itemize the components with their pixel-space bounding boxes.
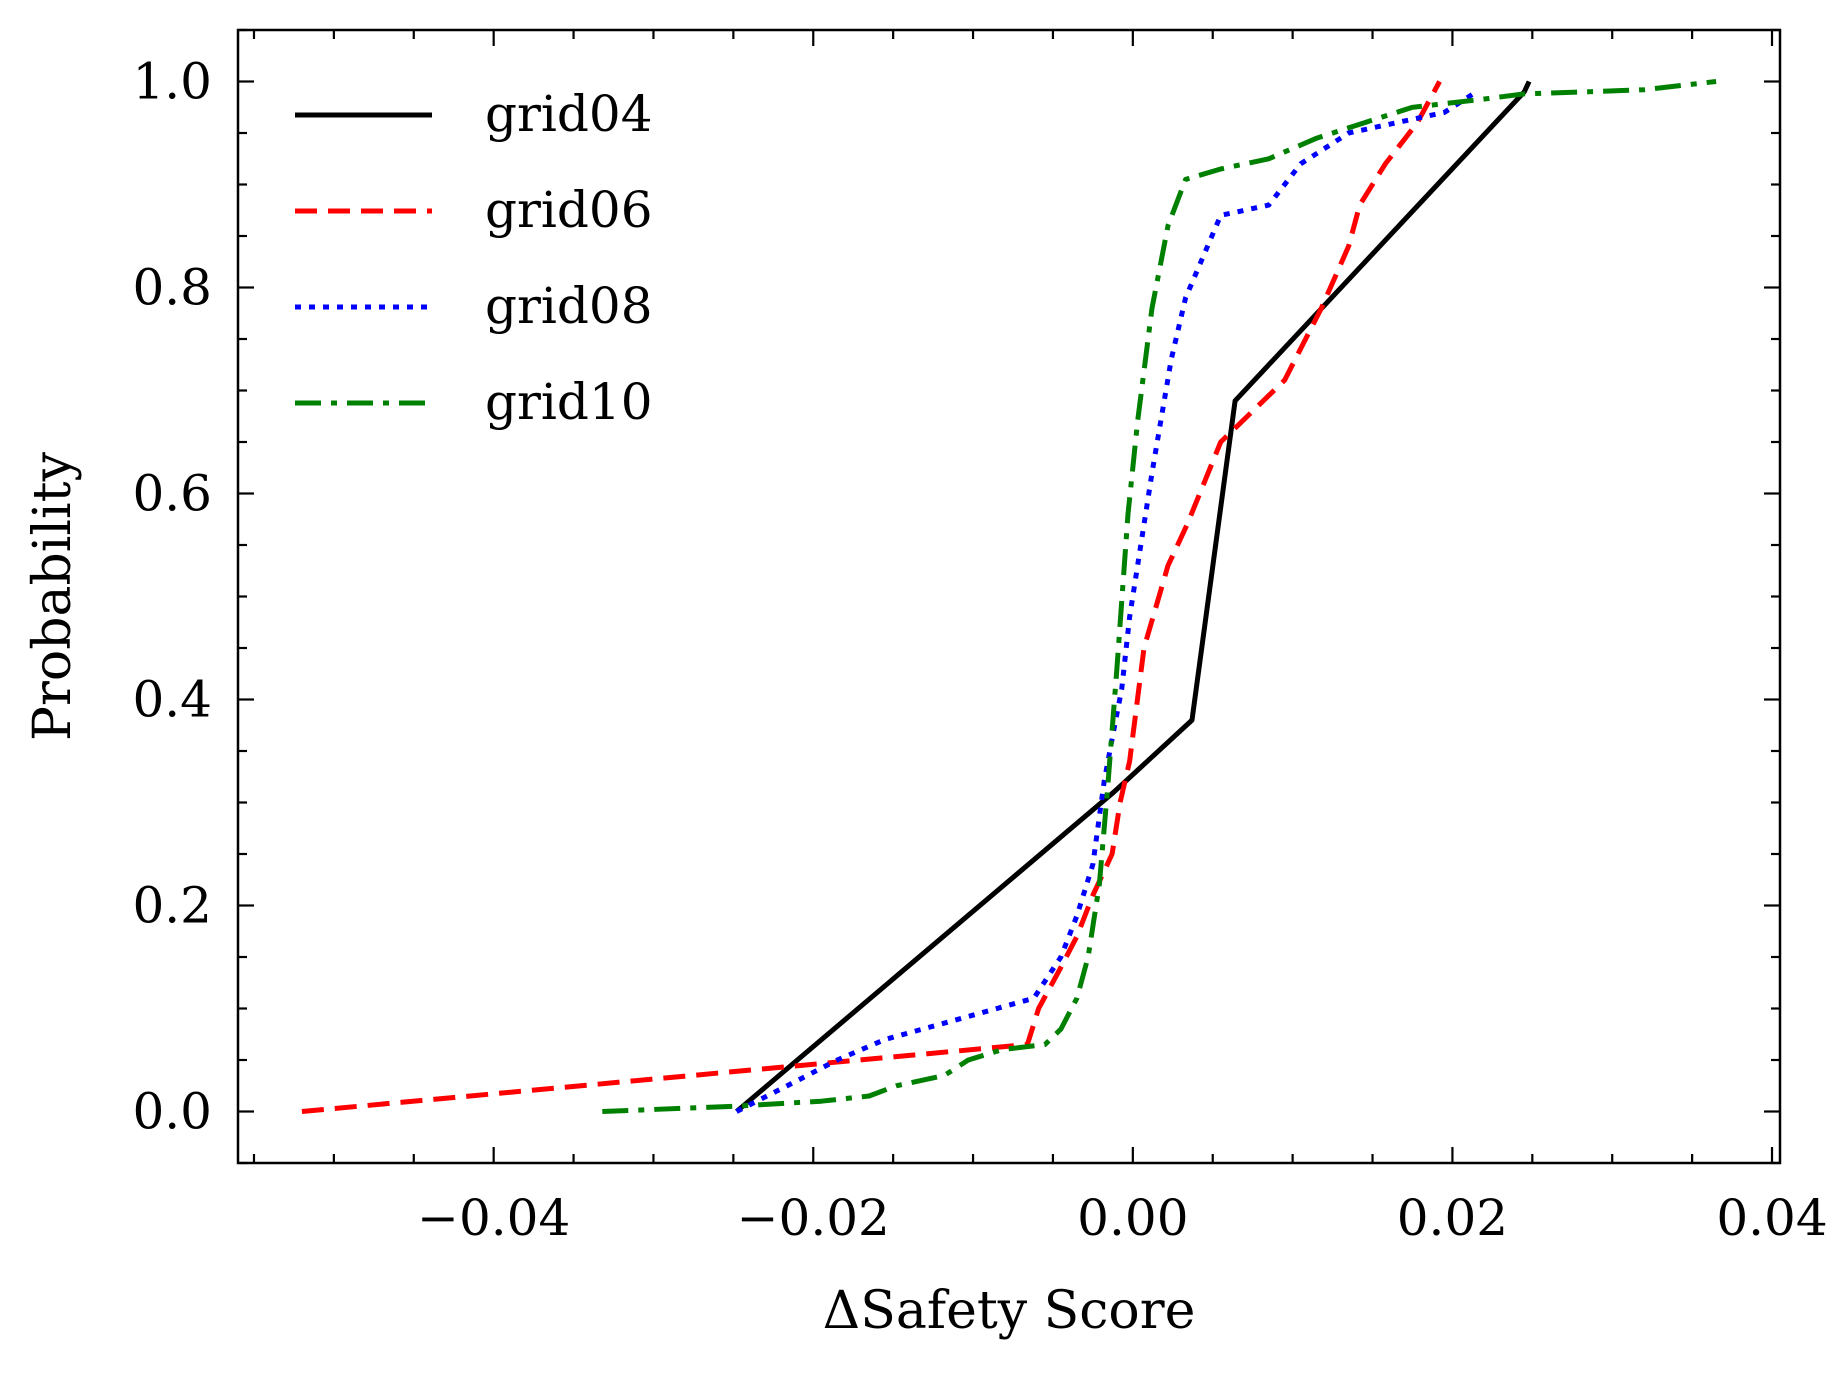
plot-frame [236,28,1782,1165]
tick-layer [238,28,1780,1165]
y-tick-label: 0.2 [132,877,212,935]
y-tick-label: 0.0 [132,1083,212,1141]
legend: grid04 grid06 grid08 grid10 [295,85,653,431]
legend-label-grid06: grid06 [485,181,653,239]
x-axis-title: ΔSafety Score [823,1281,1196,1341]
y-tick-label: 0.6 [132,465,212,523]
series-layer [301,79,1717,1114]
series-line-grid10 [602,79,1717,1114]
x-tick-label: 0.04 [1716,1189,1827,1247]
series-line-grid04 [734,80,1532,1114]
x-tick-label: −0.04 [417,1189,570,1247]
legend-label-grid10: grid10 [485,373,653,431]
x-tick-label: 0.02 [1397,1189,1508,1247]
x-tick-label: 0.00 [1077,1189,1188,1247]
y-tick-label: 0.4 [132,671,212,729]
x-tick-label: −0.02 [737,1189,890,1247]
y-tick-label: 0.8 [132,259,212,317]
tick-label-layer: −0.04 −0.02 0.00 0.02 0.04 0.0 0.2 0.4 0.6 0.8 1.0 [132,53,1827,1248]
series-line-grid06 [301,80,1442,1114]
legend-label-grid08: grid08 [485,277,653,335]
y-tick-label: 1.0 [132,53,212,111]
legend-label-grid04: grid04 [485,85,653,143]
series-line-grid08 [735,89,1478,1114]
y-axis-title: Probability [23,451,83,741]
